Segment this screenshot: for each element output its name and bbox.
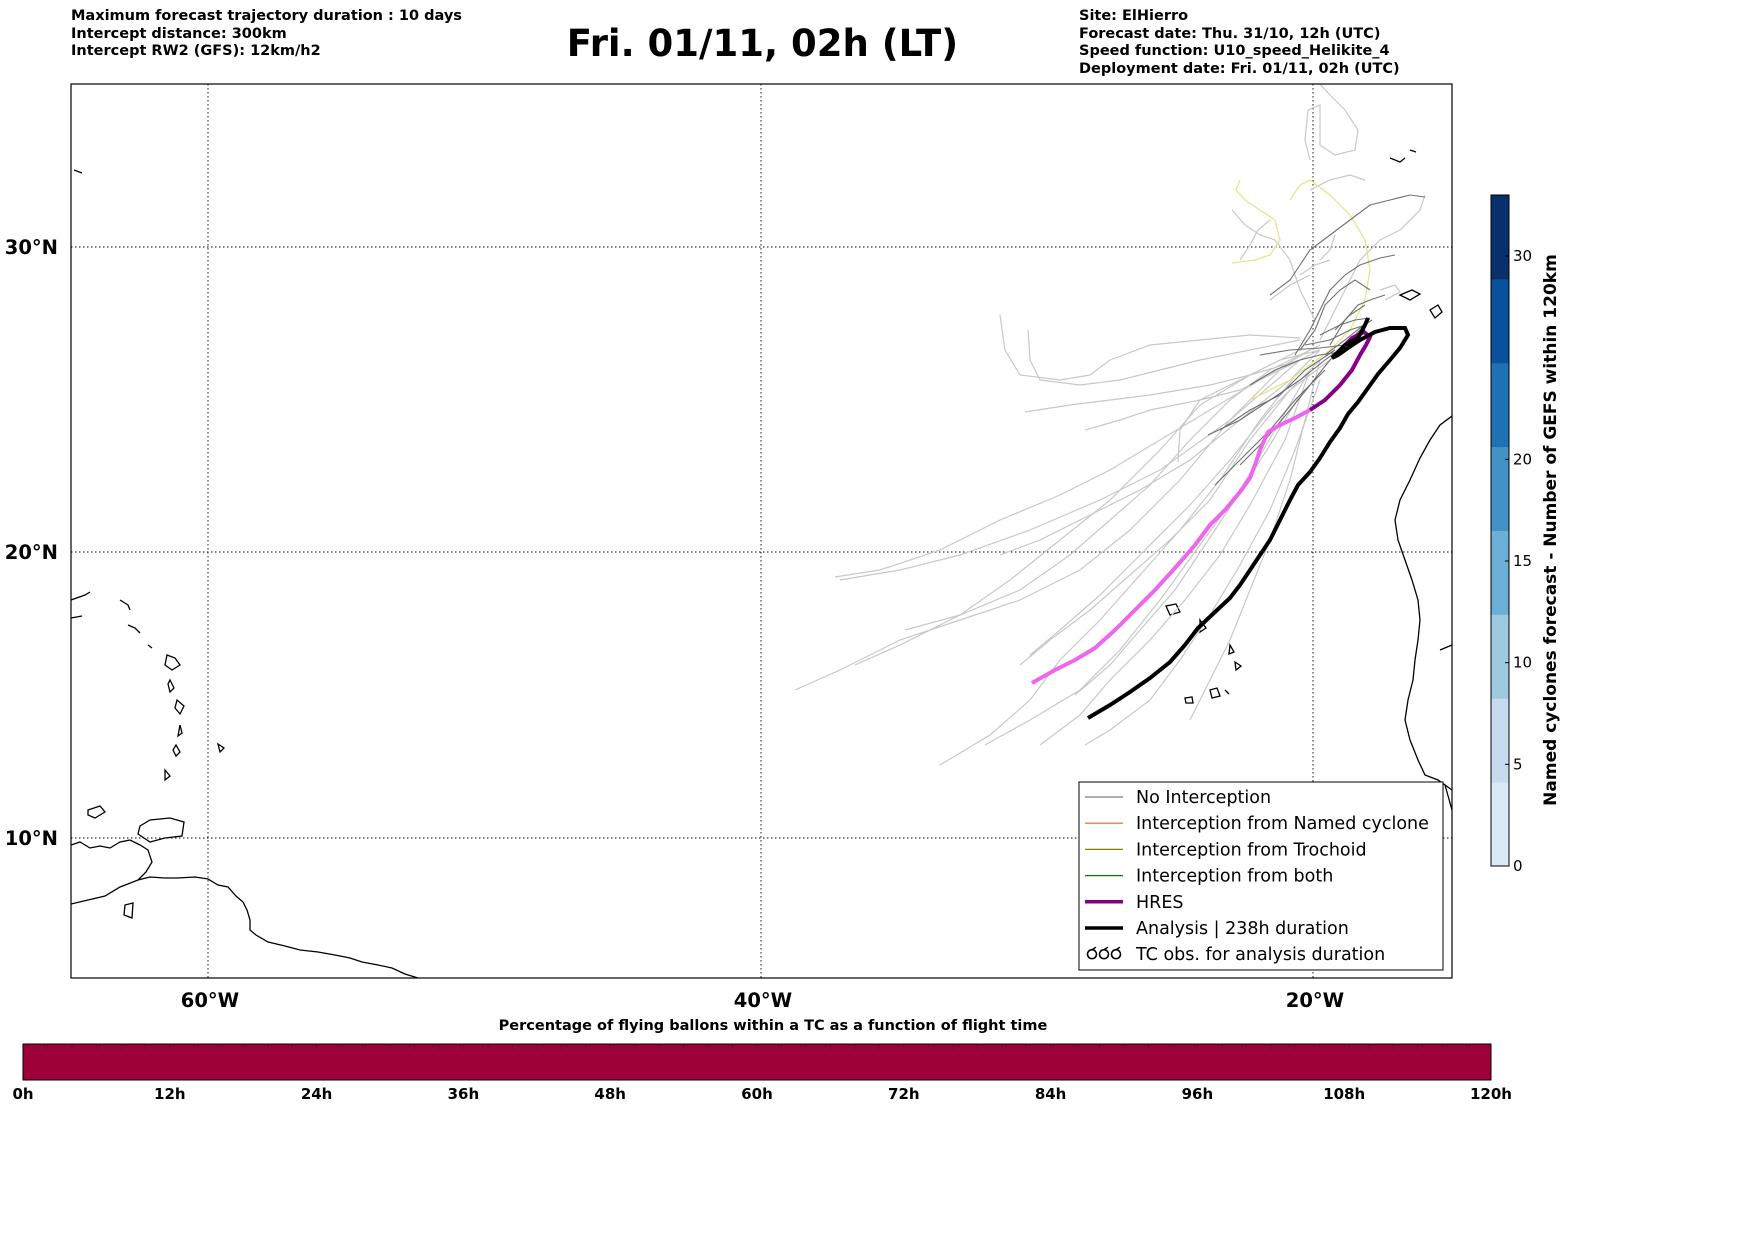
header-right-line: Site: ElHierro	[1079, 8, 1189, 24]
header-left-line: Intercept distance: 300km	[71, 25, 287, 42]
island-cape-verde	[1224, 689, 1230, 695]
island-cape-verde	[1165, 603, 1181, 616]
legend-label: Interception from Trochoid	[1136, 840, 1367, 860]
colorbar-right-segment	[1491, 530, 1509, 615]
island	[216, 742, 226, 754]
tc-symbol-icon	[1103, 946, 1109, 951]
legend-label: Interception from Named cyclone	[1136, 814, 1429, 834]
island	[172, 743, 181, 758]
ensemble-trajectories-yellow	[1231, 179, 1371, 401]
lat-label: 30°N	[5, 236, 58, 259]
island-canary	[1398, 289, 1422, 301]
header-left-line: Maximum forecast trajectory duration : 1…	[71, 8, 462, 24]
colorbar-right: 0 5 10 15 20 30 Named cyclones forecast - Num…	[1490, 194, 1561, 875]
legend-label: HRES	[1136, 893, 1183, 913]
island-cape-verde	[1228, 642, 1235, 656]
colorbar-bottom-fill	[23, 1044, 1491, 1080]
analysis-trajectory	[1086, 326, 1411, 720]
island-madeira	[1389, 157, 1406, 163]
legend-label: Analysis | 238h duration	[1136, 919, 1349, 939]
colorbar-right-tick-label: 30	[1513, 247, 1532, 265]
tc-symbol-icon	[1091, 946, 1097, 951]
island	[127, 624, 141, 634]
island-canary	[1429, 304, 1443, 319]
lat-label: 20°N	[5, 541, 58, 564]
island	[123, 902, 134, 919]
legend: No Interception Interception from Named c…	[1078, 781, 1444, 971]
colorbar-right-segment	[1491, 195, 1509, 280]
island	[73, 169, 83, 174]
island	[71, 615, 83, 619]
colorbar-right-segment	[1491, 278, 1509, 364]
analysis-trajectory-start	[1330, 317, 1370, 360]
colorbar-right-tick-label: 10	[1513, 654, 1532, 672]
colorbar-right-segment	[1491, 362, 1509, 448]
colorbar-right-segment	[1491, 782, 1509, 867]
island	[119, 599, 131, 611]
figure-canvas: 60°W 40°W 20°W 30°N 20°N 10°N No Interce…	[5, 83, 1561, 1103]
main-title: Fri. 01/11, 02h (LT)	[566, 22, 959, 65]
header-right-info: Site: ElHierro Forecast date: Thu. 31/10…	[1079, 8, 1400, 78]
island	[164, 768, 171, 782]
coastline-south-america	[71, 876, 419, 978]
colorbar-right-frame	[1490, 194, 1510, 867]
island-cape-verde	[1184, 696, 1194, 704]
legend-label: No Interception	[1136, 788, 1271, 808]
colorbar-bottom-tick-label: 24h	[301, 1085, 333, 1103]
colorbar-bottom-tick-label: 120h	[1470, 1085, 1512, 1103]
colorbar-bottom-tick-label: 0h	[12, 1085, 33, 1103]
colorbar-bottom-tick-label: 60h	[741, 1085, 773, 1103]
island	[147, 644, 153, 649]
colorbar-bottom-tick-label: 48h	[594, 1085, 626, 1103]
colorbar-bottom-tick-label: 96h	[1182, 1085, 1214, 1103]
island-cape-verde	[1209, 687, 1221, 699]
colorbar-bottom-tick-label: 12h	[154, 1085, 186, 1103]
header-left-info: Maximum forecast trajectory duration : 1…	[71, 8, 462, 61]
colorbar-right-label: Named cyclones forecast - Number of GEFS…	[1541, 254, 1561, 806]
hres-trajectory	[1031, 408, 1311, 685]
colorbar-right-tick-label: 20	[1513, 450, 1532, 468]
island	[87, 805, 106, 819]
coastline-venezuela	[71, 839, 153, 881]
coastline-africa	[1439, 644, 1452, 651]
legend-label: Interception from both	[1136, 867, 1333, 887]
colorbar-bottom-tick-label: 72h	[888, 1085, 920, 1103]
colorbar-bottom-tick-label: 108h	[1323, 1085, 1365, 1103]
coastlines	[71, 149, 1452, 978]
colorbar-bottom-tick-label: 84h	[1035, 1085, 1067, 1103]
header-right-line: Forecast date: Thu. 31/10, 12h (UTC)	[1079, 25, 1381, 42]
colorbar-right-tick-label: 15	[1513, 552, 1532, 570]
colorbar-bottom-frame	[22, 1043, 1492, 1081]
island	[174, 698, 185, 716]
island	[164, 654, 181, 671]
ensemble-trajectories-light	[794, 84, 1426, 766]
header-left-line: Intercept RW2 (GFS): 12km/h2	[71, 43, 321, 59]
colorbar-right-tick-label: 0	[1513, 857, 1523, 875]
lon-label: 40°W	[734, 989, 792, 1012]
legend-box	[1078, 781, 1444, 971]
island	[71, 591, 91, 601]
coastline-africa	[1444, 784, 1452, 811]
map-frame	[70, 83, 1453, 979]
colorbar-bottom-tick-label: 36h	[448, 1085, 480, 1103]
lon-label: 20°W	[1286, 989, 1344, 1012]
colorbar-right-segment	[1491, 446, 1509, 531]
legend-label: TC obs. for analysis duration	[1135, 945, 1385, 965]
colorbar-right-segment	[1491, 614, 1509, 699]
island	[177, 724, 183, 738]
island-madeira	[1409, 149, 1417, 153]
tc-symbol-icon	[1115, 946, 1121, 951]
island-cape-verde	[1234, 660, 1243, 672]
coastline-trinidad	[137, 817, 185, 843]
header-right-line: Deployment date: Fri. 01/11, 02h (UTC)	[1079, 60, 1400, 77]
lat-label: 10°N	[5, 827, 58, 850]
colorbar-right-tick-label: 5	[1513, 755, 1523, 773]
coastline-africa	[1394, 415, 1452, 791]
colorbar-bottom: Percentage of flying ballons within a TC…	[12, 1018, 1512, 1103]
header-right-line: Speed function: U10_speed_Helikite_4	[1079, 43, 1390, 59]
island	[167, 678, 175, 694]
lon-label: 60°W	[181, 989, 239, 1012]
colorbar-right-segment	[1491, 698, 1509, 783]
colorbar-bottom-label: Percentage of flying ballons within a TC…	[499, 1018, 1048, 1034]
